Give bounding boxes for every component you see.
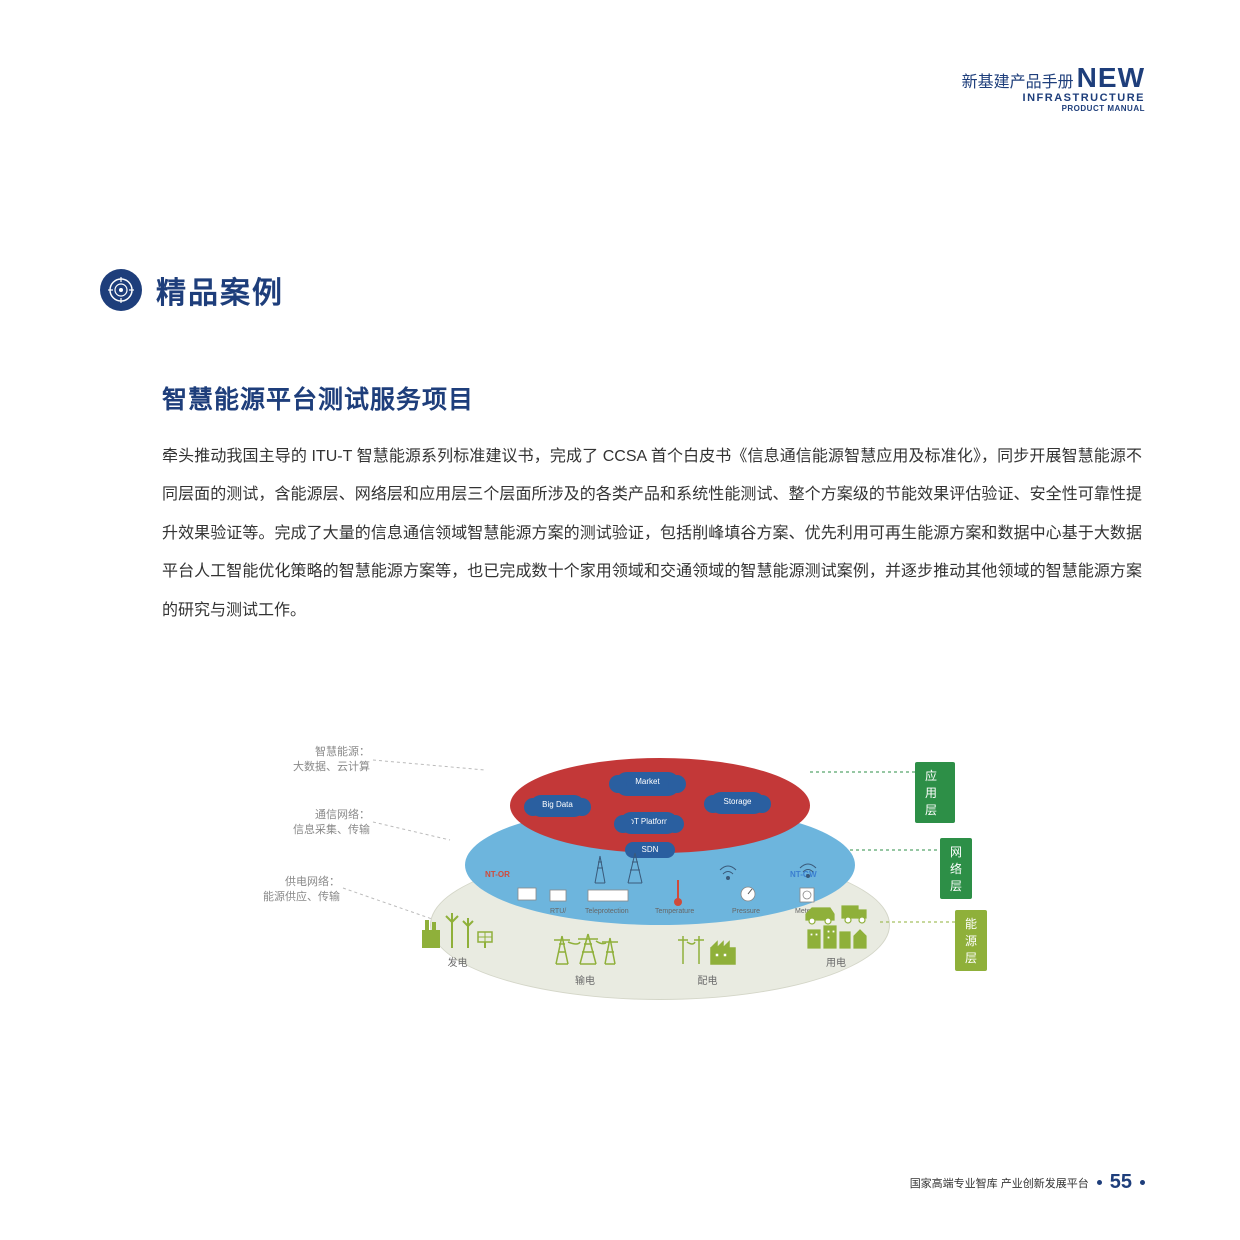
mid-label-press: Pressure bbox=[732, 908, 760, 915]
brand-line3: PRODUCT MANUAL bbox=[962, 104, 1145, 113]
tag-network-layer: 网络层 bbox=[940, 838, 972, 899]
mid-label-temp: Temperature bbox=[655, 908, 694, 915]
page-footer: 国家高端专业智库 产业创新发展平台 55 bbox=[910, 1171, 1145, 1194]
brand-header: 新基建产品手册NEW INFRASTRUCTURE PRODUCT MANUAL bbox=[962, 62, 1145, 113]
layered-architecture-diagram: 智慧能源： 大数据、云计算 通信网络： 信息采集、传输 供电网络： 能源供应、传… bbox=[255, 700, 955, 1020]
mid-label-rtu: RTU/ bbox=[550, 908, 566, 915]
subtitle: 智慧能源平台测试服务项目 bbox=[162, 380, 474, 416]
brand-new: NEW bbox=[1077, 62, 1145, 94]
cloud-market: Market bbox=[615, 772, 680, 796]
green-generation: 发电 bbox=[420, 910, 495, 969]
brand-line1: 新基建产品手册 bbox=[962, 74, 1074, 91]
green-transmission: 输电 bbox=[550, 928, 620, 987]
cloud-bigdata: Big Data bbox=[530, 795, 585, 817]
tag-app-layer: 应用层 bbox=[915, 762, 955, 823]
tag-energy-layer: 能源层 bbox=[955, 910, 987, 971]
cloud-iot: IoT Platform bbox=[620, 812, 678, 834]
cloud-storage: Storage bbox=[710, 792, 765, 814]
footer-dot-icon bbox=[1097, 1180, 1102, 1185]
green-distribution: 配电 bbox=[675, 928, 740, 987]
section-title: 精品案例 bbox=[156, 268, 284, 312]
page-number: 55 bbox=[1110, 1171, 1132, 1194]
body-text: 牵头推动我国主导的 ITU-T 智慧能源系列标准建议书，完成了 CCSA 首个白… bbox=[162, 438, 1142, 630]
footer-text: 国家高端专业智库 产业创新发展平台 bbox=[910, 1175, 1089, 1191]
footer-dot-icon bbox=[1140, 1180, 1145, 1185]
mid-label-tele: Teleprotection bbox=[585, 908, 629, 915]
section-header: 精品案例 bbox=[100, 268, 284, 312]
target-icon bbox=[100, 269, 142, 311]
green-consumption: 用电 bbox=[800, 900, 872, 969]
